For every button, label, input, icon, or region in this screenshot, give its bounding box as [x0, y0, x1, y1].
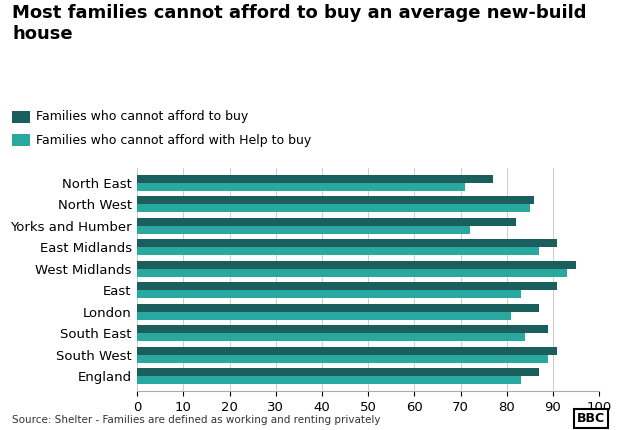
Bar — [137, 226, 470, 234]
Bar — [137, 282, 557, 290]
Bar — [137, 376, 520, 384]
Bar — [137, 204, 530, 212]
Bar — [137, 218, 516, 226]
Bar — [137, 347, 557, 355]
Bar — [137, 183, 465, 191]
Bar — [137, 312, 511, 320]
Bar — [137, 269, 567, 277]
Text: Families who cannot afford with Help to buy: Families who cannot afford with Help to … — [36, 134, 311, 147]
Bar — [137, 355, 548, 363]
Bar — [137, 368, 539, 376]
Bar — [137, 290, 520, 298]
Bar — [137, 175, 493, 183]
Text: BBC: BBC — [577, 412, 605, 425]
Bar — [137, 333, 525, 341]
Bar — [137, 304, 539, 312]
Text: Families who cannot afford to buy: Families who cannot afford to buy — [36, 111, 248, 123]
Bar — [137, 247, 539, 255]
Bar — [137, 261, 576, 269]
Text: Source: Shelter - Families are defined as working and renting privately: Source: Shelter - Families are defined a… — [12, 415, 381, 425]
Bar — [137, 196, 534, 204]
Bar — [137, 325, 548, 333]
Bar — [137, 239, 557, 247]
Text: Most families cannot afford to buy an average new-build
house: Most families cannot afford to buy an av… — [12, 4, 587, 43]
